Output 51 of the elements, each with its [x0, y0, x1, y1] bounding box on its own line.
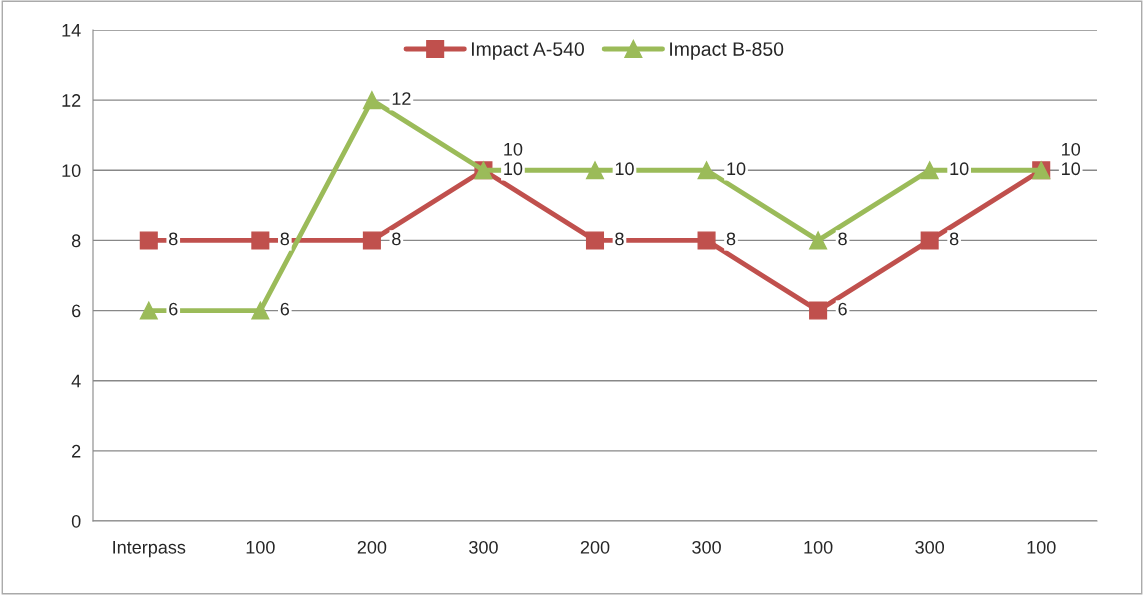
- point: [585, 231, 605, 250]
- data-label: 10: [504, 162, 523, 176]
- data-label: 8: [838, 232, 847, 246]
- data-label: 8: [392, 232, 401, 246]
- data-label: 10: [1062, 142, 1081, 156]
- x-tick-label: Interpass: [113, 541, 186, 558]
- point: [139, 231, 158, 250]
- point: [362, 231, 381, 250]
- legend-label: Impact A-540: [471, 42, 584, 60]
- point: [697, 161, 716, 180]
- x-tick-label: 100: [1027, 540, 1056, 554]
- data-label: 8: [949, 232, 959, 246]
- point: [809, 231, 828, 250]
- data-label: 10: [504, 142, 523, 156]
- y-tick-label: 4: [71, 374, 81, 388]
- data-label: 8: [169, 232, 178, 246]
- y-tick-label: 8: [71, 234, 81, 248]
- x-tick-label: 300: [915, 540, 945, 554]
- point: [362, 91, 381, 110]
- data-label: 12: [392, 92, 411, 105]
- x-tick-label: 100: [246, 540, 275, 554]
- data-label: 10: [727, 162, 746, 176]
- x-tick-label: 100: [804, 540, 833, 554]
- x-tick-label: 200: [580, 540, 610, 554]
- point: [139, 301, 158, 320]
- data-label: 10: [950, 162, 969, 176]
- data-label: 8: [726, 232, 736, 246]
- data-label: 6: [280, 302, 290, 316]
- data-label: 10: [1062, 162, 1081, 176]
- y-tick-label: 6: [72, 304, 81, 318]
- point: [697, 231, 716, 250]
- data-label: 8: [615, 232, 624, 246]
- y-tick-label: 2: [72, 444, 81, 458]
- point: [585, 161, 605, 180]
- point: [809, 301, 828, 320]
- y-tick-label: 10: [62, 164, 81, 178]
- point: [251, 231, 270, 250]
- legend-label: Impact B-850: [670, 42, 784, 60]
- data-label: 6: [169, 302, 178, 316]
- point: [920, 161, 939, 180]
- y-tick-label: 14: [62, 24, 81, 37]
- y-tick-label: 12: [62, 94, 81, 107]
- x-tick-label: 200: [357, 540, 387, 554]
- point: [251, 301, 270, 320]
- data-label: 8: [280, 232, 290, 246]
- y-tick-label: 0: [71, 514, 81, 528]
- point: [920, 231, 939, 250]
- data-label: 10: [615, 162, 634, 176]
- data-label: 6: [838, 302, 847, 316]
- x-tick-label: 300: [692, 540, 721, 554]
- x-tick-label: 300: [469, 540, 498, 554]
